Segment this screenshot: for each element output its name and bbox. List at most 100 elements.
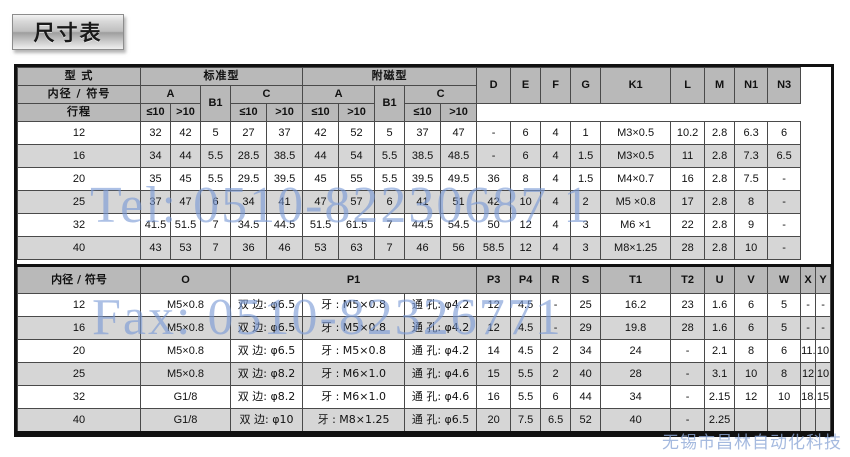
- table2-cell-T2: -: [670, 362, 706, 386]
- header-col-K1: K1: [600, 67, 672, 104]
- header2-col-W: W: [767, 264, 802, 294]
- table1-cell-bore: 20: [17, 167, 141, 191]
- table2-cell-T1: 24: [600, 339, 672, 363]
- header-mag-A: A: [302, 85, 376, 104]
- table1-cell-stdA-le10: 32: [140, 121, 171, 145]
- table1-cell-F: 4: [540, 121, 572, 145]
- table2-cell-X: 11.3: [800, 339, 817, 363]
- header-stdA-gt10: >10: [170, 103, 201, 122]
- table1-cell-magB1: 7: [374, 236, 406, 260]
- header-col-M: M: [704, 67, 736, 104]
- header-std-B1: B1: [200, 85, 231, 122]
- table2-cell-P1-thread: 牙 : M5×0.8: [302, 293, 406, 317]
- table1-cell-L: 11: [670, 144, 706, 168]
- header2-col-X: X: [800, 264, 817, 294]
- table2-cell-U: 3.1: [704, 362, 736, 386]
- table2-cell-W: 5: [767, 293, 802, 317]
- table1-cell-stdB1: 5: [200, 121, 231, 145]
- header-col-E: E: [510, 67, 542, 104]
- table2-cell-Y: [815, 408, 831, 434]
- table2-cell-bore: 25: [17, 362, 141, 386]
- table1-cell-stdA-gt10: 45: [170, 167, 201, 191]
- table1-cell-stdA-le10: 43: [140, 236, 171, 260]
- table1-cell-M: 2.8: [704, 144, 736, 168]
- table1-cell-magC-gt10: 51: [440, 190, 478, 214]
- table2-cell-P4: 7.5: [510, 408, 542, 434]
- table2-cell-P3: 14: [476, 339, 512, 363]
- table1-cell-N1: 8: [734, 190, 769, 214]
- table2-cell-X: -: [800, 293, 817, 317]
- table1-cell-D: 36: [476, 167, 512, 191]
- table2-cell-P1-double: 双 边: φ6.5: [229, 316, 304, 340]
- table1-cell-magB1: 5: [374, 121, 406, 145]
- table1-cell-magA-gt10: 55: [338, 167, 376, 191]
- table1-cell-F: 4: [540, 167, 572, 191]
- header-magA-gt10: >10: [338, 103, 376, 122]
- table1-cell-stdB1: 6: [200, 190, 231, 214]
- table1-cell-D: -: [476, 121, 512, 145]
- header-stdA-le10: ≤10: [140, 103, 171, 122]
- header2-col-U: U: [704, 264, 736, 294]
- table1-cell-F: 4: [540, 236, 572, 260]
- section-divider-cell: [17, 259, 801, 266]
- table2-header: 内径 / 符号 O P1 P3 P4 R S T1 T2 U V W X Y: [17, 259, 831, 294]
- table1-cell-G: 3: [570, 213, 602, 237]
- table1-cell-M: 2.8: [704, 213, 736, 237]
- header2-col-S: S: [570, 264, 602, 294]
- table1-cell-stdB1: 7: [200, 236, 231, 260]
- table1-row: 16 34 44 5.5 28.5 38.5 44 54 5.5 38.5 48.5-6 4 1.5 M3…: [17, 144, 831, 168]
- header-group-magnetic: 附磁型: [302, 67, 478, 86]
- table2-cell-S: 40: [570, 362, 602, 386]
- table1-cell-magA-gt10: 61.5: [338, 213, 376, 237]
- table2-cell-U: 1.6: [704, 316, 736, 340]
- table1-cell-L: 16: [670, 167, 706, 191]
- table1-cell-K1: M8×1.25: [600, 236, 672, 260]
- table1-cell-stdC-gt10: 39.5: [265, 167, 304, 191]
- table2-cell-Y: 10: [815, 339, 831, 363]
- header2-bore-symbol: 内径 / 符号: [17, 264, 141, 294]
- table2-cell-P1-double: 双 边: φ8.2: [229, 385, 304, 409]
- table2-cell-P1-throughhole: 通 孔: φ4.6: [404, 385, 478, 409]
- header2-col-P1: P1: [229, 264, 478, 294]
- table2-row: 40 G1/8 双 边: φ10 牙 : M8×1.25 通 孔: φ6.5 20 7.5 6…: [17, 408, 831, 434]
- page-title-badge: 尺寸表: [12, 14, 124, 50]
- header2-col-T2: T2: [670, 264, 706, 294]
- header2-col-O: O: [140, 264, 231, 294]
- table2-cell-T2: -: [670, 408, 706, 434]
- table1-cell-stdC-le10: 34.5: [230, 213, 267, 237]
- table1-cell-magB1: 5.5: [374, 144, 406, 168]
- table1-cell-magC-gt10: 47: [440, 121, 478, 145]
- table1-cell-N1: 10: [734, 236, 769, 260]
- table2-cell-S: 25: [570, 293, 602, 317]
- table1-cell-stdA-le10: 34: [140, 144, 171, 168]
- section-divider: [17, 259, 831, 266]
- table1-cell-magC-gt10: 49.5: [440, 167, 478, 191]
- table1-cell-magC-gt10: 48.5: [440, 144, 478, 168]
- table2-cell-O: M5×0.8: [140, 362, 231, 386]
- table1-cell-D: 50: [476, 213, 512, 237]
- table2-cell-W: 6: [767, 339, 802, 363]
- table1-cell-magC-le10: 37: [404, 121, 442, 145]
- table2-row: 12 M5×0.8 双 边: φ6.5 牙 : M5×0.8 通 孔: φ4.2 12 4.…: [17, 293, 831, 317]
- table1-cell-N3: -: [767, 190, 802, 214]
- table2-cell-R: 6.5: [540, 408, 572, 434]
- table2-cell-P1-double: 双 边: φ6.5: [229, 339, 304, 363]
- table1-cell-magC-le10: 38.5: [404, 144, 442, 168]
- table1-cell-K1: M3×0.5: [600, 144, 672, 168]
- table2-cell-P4: 5.5: [510, 385, 542, 409]
- table1-cell-N3: 6.5: [767, 144, 802, 168]
- table2-cell-T2: 28: [670, 316, 706, 340]
- table1-cell-N1: 6.3: [734, 121, 769, 145]
- table1-cell-stdA-gt10: 53: [170, 236, 201, 260]
- table1-cell-magC-gt10: 54.5: [440, 213, 478, 237]
- table2-cell-U: 2.15: [704, 385, 736, 409]
- table1-row: 32 41.5 51.5 7 34.5 44.5 51.5 61.5 7 44.5 54.5 50 12…: [17, 213, 831, 237]
- table2-cell-bore: 32: [17, 385, 141, 409]
- table1-cell-L: 28: [670, 236, 706, 260]
- table1-cell-bore: 12: [17, 121, 141, 145]
- dimension-table-container: 型 式 标准型 附磁型 D E F G K1 L M N1 N3 内径 / 符号…: [14, 64, 834, 437]
- table1-cell-K1: M4×0.7: [600, 167, 672, 191]
- table1-row: 25 37 47 6 34 41 47 57 6 41 51 42 10 4 2 M5 ×0.8 17 2.8 8-: [17, 190, 831, 214]
- table2-row: 16 M5×0.8 双 边: φ6.5 牙 : M5×0.8 通 孔: φ4.2 12 4.…: [17, 316, 831, 340]
- table1-cell-stdC-le10: 34: [230, 190, 267, 214]
